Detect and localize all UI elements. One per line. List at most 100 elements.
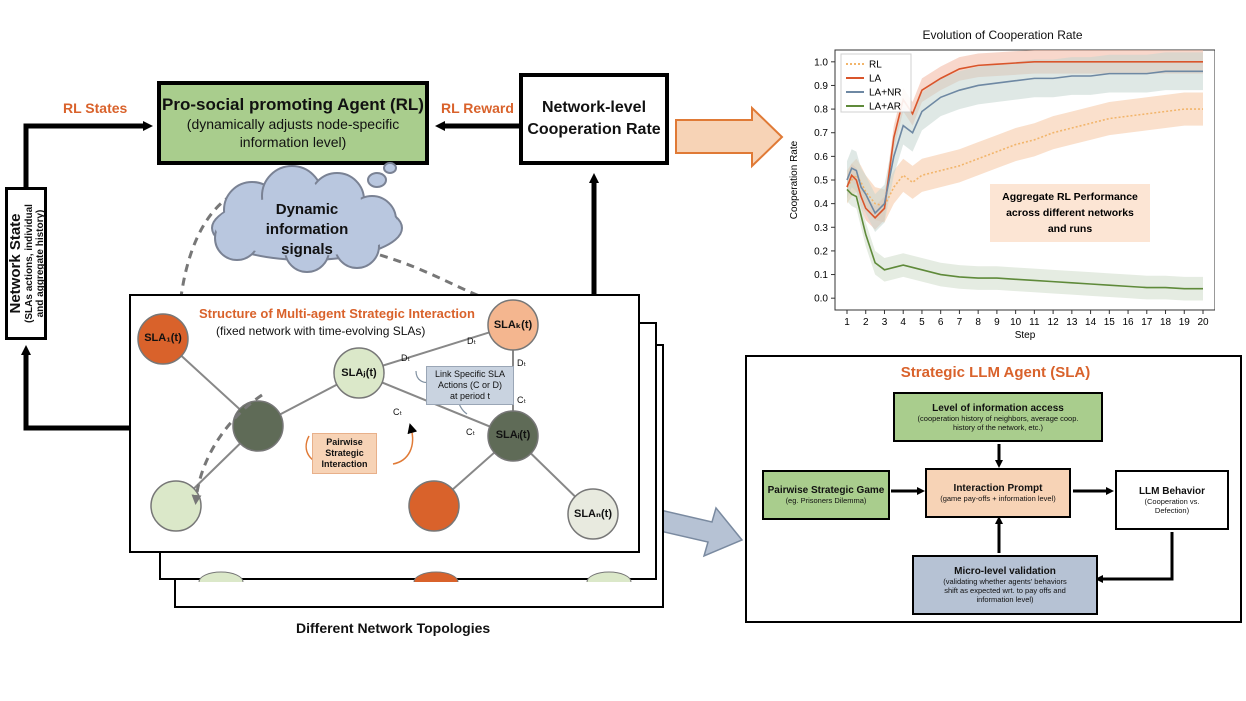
sla-arrows bbox=[891, 444, 1174, 583]
legend-label: LA+NR bbox=[869, 88, 902, 99]
y-tick-label: 0.8 bbox=[814, 105, 828, 116]
x-axis-label: Step bbox=[1015, 330, 1036, 341]
micro-validation-sub2: shift as expected wrt. to pay offs and bbox=[944, 586, 1066, 595]
label-ct-left: Cₜ bbox=[393, 407, 403, 417]
network-state-title: Network State bbox=[6, 213, 24, 314]
network-state-line2: and aggregate history) bbox=[34, 209, 46, 318]
rl-agent-line2: information level) bbox=[239, 134, 347, 150]
cloud-line1: Dynamic bbox=[275, 201, 339, 218]
x-tick-label: 10 bbox=[1010, 317, 1022, 328]
band-la-nr bbox=[847, 52, 1203, 233]
x-tick-label: 5 bbox=[919, 317, 925, 328]
label-slak: SLAₖ(t) bbox=[493, 319, 533, 331]
cooperation-chart: 0.00.10.20.30.40.50.60.70.80.91.01 2 3 4 5 6 7… bbox=[789, 49, 1215, 341]
sla-panel: Strategic LLM Agent (SLA) Level of infor… bbox=[745, 355, 1242, 623]
pairwise-note-line1: Pairwise bbox=[326, 437, 363, 447]
network-coop-box: Network-level Cooperation Rate bbox=[519, 73, 669, 165]
pairwise-game-box: Pairwise Strategic Game (eg. Prisoners D… bbox=[762, 470, 890, 520]
label-slai: SLAᵢ(t) bbox=[495, 429, 531, 441]
interaction-prompt-title: Interaction Prompt bbox=[953, 483, 1043, 494]
network-state-text: Network State (SLAs actions, individual … bbox=[7, 204, 46, 323]
link-note-line1: Link Specific SLA bbox=[434, 369, 506, 379]
pairwise-note: Pairwise Strategic Interaction bbox=[312, 433, 377, 474]
y-tick-label: 1.0 bbox=[814, 57, 828, 68]
x-tick-label: 1 bbox=[844, 317, 850, 328]
node-slak bbox=[487, 299, 539, 351]
cloud-shape bbox=[211, 162, 403, 273]
y-axis-label: Cooperation Rate bbox=[789, 140, 800, 219]
link-note-line3: at period t bbox=[449, 391, 491, 401]
y-tick-label: 0.9 bbox=[814, 81, 828, 92]
micro-validation-title: Micro-level validation bbox=[954, 566, 1056, 577]
x-tick-label: 9 bbox=[994, 317, 1000, 328]
interaction-prompt-box: Interaction Prompt (game pay-offs + info… bbox=[925, 468, 1071, 518]
topology-main-panel: Structure of Multi-agent Strategic Inter… bbox=[129, 294, 640, 553]
annotation-box bbox=[990, 184, 1150, 242]
series-line-rl bbox=[846, 108, 1203, 207]
micro-validation-box: Micro-level validation (validating wheth… bbox=[912, 555, 1098, 615]
topology-title: Structure of Multi-agent Strategic Inter… bbox=[199, 306, 475, 321]
chart-title: Evolution of Cooperation Rate bbox=[922, 28, 1083, 42]
x-tick-label: 11 bbox=[1029, 317, 1040, 328]
y-tick-label: 0.0 bbox=[814, 294, 828, 305]
x-tick-label: 2 bbox=[863, 317, 869, 328]
label-ct-right: Cₜ bbox=[517, 395, 527, 405]
info-access-box: Level of information access (cooperation… bbox=[893, 392, 1103, 442]
llm-behavior-title: LLM Behavior bbox=[1138, 485, 1206, 497]
node-slaj bbox=[333, 347, 385, 399]
network-graph bbox=[137, 299, 619, 540]
pairwise-game-sub: (eg. Prisoners Dilemma) bbox=[785, 496, 867, 505]
topology-footer: Different Network Topologies bbox=[296, 620, 491, 636]
rl-agent-line1: (dynamically adjusts node-specific bbox=[186, 116, 400, 132]
label-dt-right: Dₜ bbox=[517, 358, 527, 368]
rl-reward-label: RL Reward bbox=[441, 100, 514, 116]
x-tick-label: 20 bbox=[1197, 317, 1209, 328]
llm-behavior-sub2: Defection) bbox=[1154, 505, 1190, 515]
interaction-prompt-sub: (game pay-offs + information level) bbox=[940, 494, 1056, 503]
llm-behavior-box: LLM Behavior (Cooperation vs. Defection) bbox=[1115, 470, 1229, 530]
network-coop-line1: Network-level bbox=[541, 99, 647, 116]
info-access-title: Level of information access bbox=[932, 402, 1064, 414]
cloud-text: Dynamic information signals bbox=[242, 200, 372, 260]
x-tick-label: 8 bbox=[975, 317, 981, 328]
node-light-bottom-left bbox=[150, 480, 202, 532]
x-tick-label: 15 bbox=[1104, 317, 1116, 328]
layer2-partial-nodes bbox=[198, 571, 632, 582]
legend-box bbox=[840, 53, 912, 113]
annotation-line: Aggregate RL Performance bbox=[1002, 191, 1138, 203]
label-ct-bottom: Cₜ bbox=[466, 427, 476, 437]
node-dark-left bbox=[232, 400, 284, 452]
series-line-la-nr bbox=[846, 70, 1203, 215]
dashed-arrow-left bbox=[175, 193, 233, 310]
y-tick-label: 0.5 bbox=[814, 176, 828, 187]
pairwise-game-title: Pairwise Strategic Game bbox=[767, 485, 885, 496]
x-tick-label: 19 bbox=[1179, 317, 1191, 328]
x-tick-label: 4 bbox=[900, 317, 906, 328]
network-state-box: Network State (SLAs actions, individual … bbox=[5, 187, 47, 340]
llm-behavior-sub1: (Cooperation vs. bbox=[1144, 496, 1200, 506]
big-orange-arrow bbox=[675, 105, 784, 169]
series-line-la bbox=[846, 61, 1203, 219]
annotation-line: and runs bbox=[1048, 223, 1092, 235]
annotation-line: across different networks bbox=[1006, 207, 1134, 219]
rl-agent-box: Pro-social promoting Agent (RL) (dynamic… bbox=[157, 81, 429, 165]
x-tick-label: 18 bbox=[1160, 317, 1172, 328]
x-tick-label: 13 bbox=[1066, 317, 1078, 328]
series-line-la-ar bbox=[846, 188, 1203, 290]
y-tick-label: 0.4 bbox=[814, 199, 828, 210]
pairwise-note-line2: Strategic bbox=[325, 448, 364, 458]
x-tick-label: 7 bbox=[957, 317, 963, 328]
pairwise-note-line3: Interaction bbox=[321, 459, 368, 469]
legend-label: LA+AR bbox=[869, 102, 901, 113]
legend-label: LA bbox=[869, 74, 882, 85]
node-sla1 bbox=[137, 313, 189, 365]
x-tick-label: 6 bbox=[938, 317, 944, 328]
info-access-sub2: history of the network, etc.) bbox=[952, 422, 1044, 432]
node-slai bbox=[487, 410, 539, 462]
legend-label: RL bbox=[869, 60, 882, 71]
y-tick-label: 0.1 bbox=[814, 270, 828, 281]
arrow-state-to-agent bbox=[23, 121, 153, 187]
x-tick-label: 16 bbox=[1122, 317, 1134, 328]
cloud-line2: information bbox=[265, 221, 349, 238]
label-dt-left: Dₜ bbox=[401, 353, 411, 363]
